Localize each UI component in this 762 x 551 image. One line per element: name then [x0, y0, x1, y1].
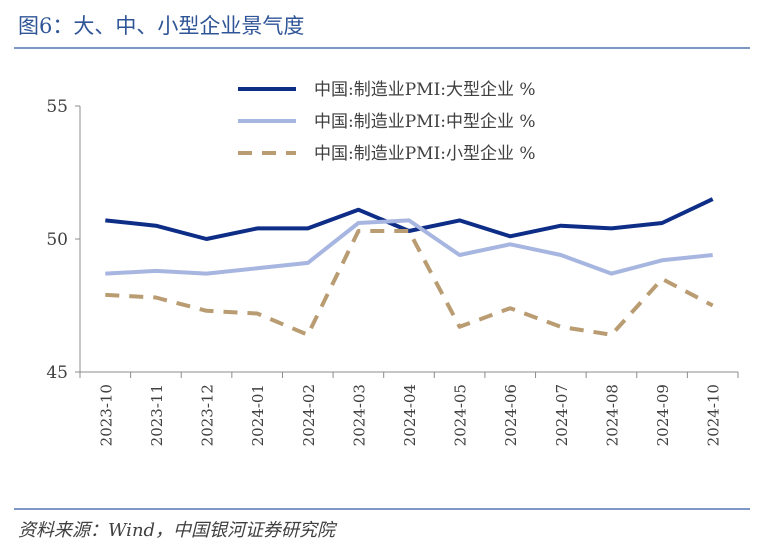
chart-axes: 45 50 55 2023-10 2023-11 2023-12 2024-01 2024-0…	[46, 97, 739, 446]
x-tick-label: 2024-09	[654, 384, 672, 446]
series-line-1	[105, 197, 714, 241]
y-tick-label: 45	[46, 363, 68, 383]
series-layer	[105, 197, 714, 337]
top-divider	[14, 47, 750, 49]
x-tick-label: 2024-04	[401, 384, 419, 446]
x-tick-label: 2024-02	[300, 384, 318, 446]
x-tick-label: 2024-07	[553, 384, 571, 446]
source-note: 资料来源：Wind，中国银河证券研究院	[18, 520, 336, 541]
y-tick-label: 50	[46, 230, 68, 250]
x-tick-label: 2024-08	[603, 384, 621, 446]
x-tick-label: 2024-06	[502, 384, 520, 446]
x-tick-label: 2023-10	[97, 384, 115, 446]
bottom-divider	[14, 508, 750, 510]
x-tick-label: 2024-03	[350, 384, 368, 446]
x-tick-label: 2023-11	[148, 384, 166, 446]
figure-title: 图6：大、中、小型企业景气度	[18, 14, 305, 38]
x-tick-label: 2024-05	[452, 384, 470, 446]
x-tick-label: 2024-01	[249, 384, 267, 446]
legend-label-1: 中国:制造业PMI:大型企业 %	[314, 80, 536, 100]
y-tick-label: 55	[46, 97, 68, 117]
x-tick-label: 2023-12	[199, 384, 217, 446]
legend-label-2: 中国:制造业PMI:中型企业 %	[314, 112, 536, 132]
legend-label-3: 中国:制造业PMI:小型企业 %	[314, 144, 536, 164]
series-line-2	[105, 218, 713, 276]
chart-legend: 中国:制造业PMI:大型企业 % 中国:制造业PMI:中型企业 % 中国:制造业PM…	[238, 80, 536, 164]
series-line-3	[105, 229, 714, 337]
x-tick-label: 2024-10	[705, 384, 723, 446]
